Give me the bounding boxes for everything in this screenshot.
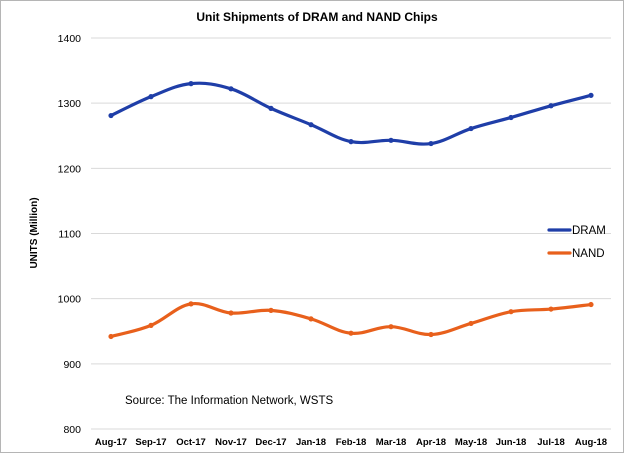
nand-data-point bbox=[508, 309, 514, 315]
x-tick-label: Jul-18 bbox=[537, 437, 564, 448]
x-tick-label: Aug-18 bbox=[575, 437, 607, 448]
legend: DRAM NAND bbox=[547, 225, 606, 260]
dram-data-point bbox=[228, 86, 234, 92]
x-tick-label: Mar-18 bbox=[376, 437, 407, 448]
dram-data-point bbox=[148, 94, 154, 100]
nand-data-point bbox=[348, 330, 354, 336]
x-tick-label: Apr-18 bbox=[416, 437, 446, 448]
grid-lines bbox=[91, 37, 611, 430]
nand-data-point bbox=[228, 310, 234, 316]
y-tick-label: 1000 bbox=[58, 294, 82, 306]
x-tick-label: Jun-18 bbox=[496, 437, 527, 448]
dram-data-point bbox=[348, 139, 354, 145]
y-tick-label: 1300 bbox=[58, 98, 82, 110]
nand-data-point bbox=[428, 331, 434, 338]
chart-title: Unit Shipments of DRAM and NAND Chips bbox=[196, 10, 438, 24]
dram-data-point bbox=[508, 114, 514, 121]
y-axis-ticks: 800 900 1000 1100 1200 1300 1400 bbox=[58, 33, 82, 436]
y-tick-label: 1200 bbox=[58, 163, 82, 175]
nand-data-point bbox=[388, 324, 394, 330]
y-tick-label: 1100 bbox=[58, 229, 81, 241]
x-tick-label: Dec-17 bbox=[255, 437, 286, 448]
dram-series-line bbox=[109, 81, 593, 146]
nand-data-point bbox=[308, 316, 314, 322]
y-axis-label: UNITS (Million) bbox=[29, 197, 40, 268]
nand-data-point bbox=[548, 306, 554, 312]
x-axis-ticks: Aug-17 Sep-17 Oct-17 Nov-17 Dec-17 Jan-18 Feb-… bbox=[95, 437, 607, 448]
x-tick-label: Nov-17 bbox=[215, 437, 247, 448]
nand-data-point bbox=[188, 301, 194, 307]
legend-label-nand: NAND bbox=[572, 248, 605, 260]
dram-data-point bbox=[428, 140, 434, 147]
x-tick-label: Jan-18 bbox=[296, 437, 326, 448]
nand-data-point bbox=[148, 322, 154, 328]
source-note: Source: The Information Network, WSTS bbox=[125, 395, 333, 407]
dram-data-point bbox=[268, 105, 274, 111]
dram-data-point bbox=[548, 103, 554, 109]
x-tick-label: Oct-17 bbox=[176, 437, 206, 448]
x-tick-label: Sep-17 bbox=[135, 437, 166, 448]
y-tick-label: 800 bbox=[63, 424, 81, 436]
y-tick-label: 1400 bbox=[58, 33, 82, 45]
x-tick-label: Feb-18 bbox=[336, 437, 367, 448]
dram-data-point bbox=[188, 81, 194, 87]
nand-data-point bbox=[468, 320, 474, 327]
dram-data-point bbox=[308, 122, 314, 128]
nand-data-point bbox=[108, 333, 114, 340]
dram-data-point bbox=[588, 92, 594, 98]
nand-data-point bbox=[268, 307, 274, 313]
dram-data-point bbox=[388, 137, 394, 143]
dram-data-point bbox=[468, 125, 474, 132]
x-tick-label: May-18 bbox=[455, 437, 487, 448]
x-tick-label: Aug-17 bbox=[95, 437, 127, 448]
series-lines bbox=[108, 81, 594, 340]
y-tick-label: 900 bbox=[63, 359, 81, 371]
dram-data-point bbox=[108, 112, 114, 119]
legend-label-dram: DRAM bbox=[572, 225, 606, 237]
nand-data-point bbox=[588, 301, 594, 308]
